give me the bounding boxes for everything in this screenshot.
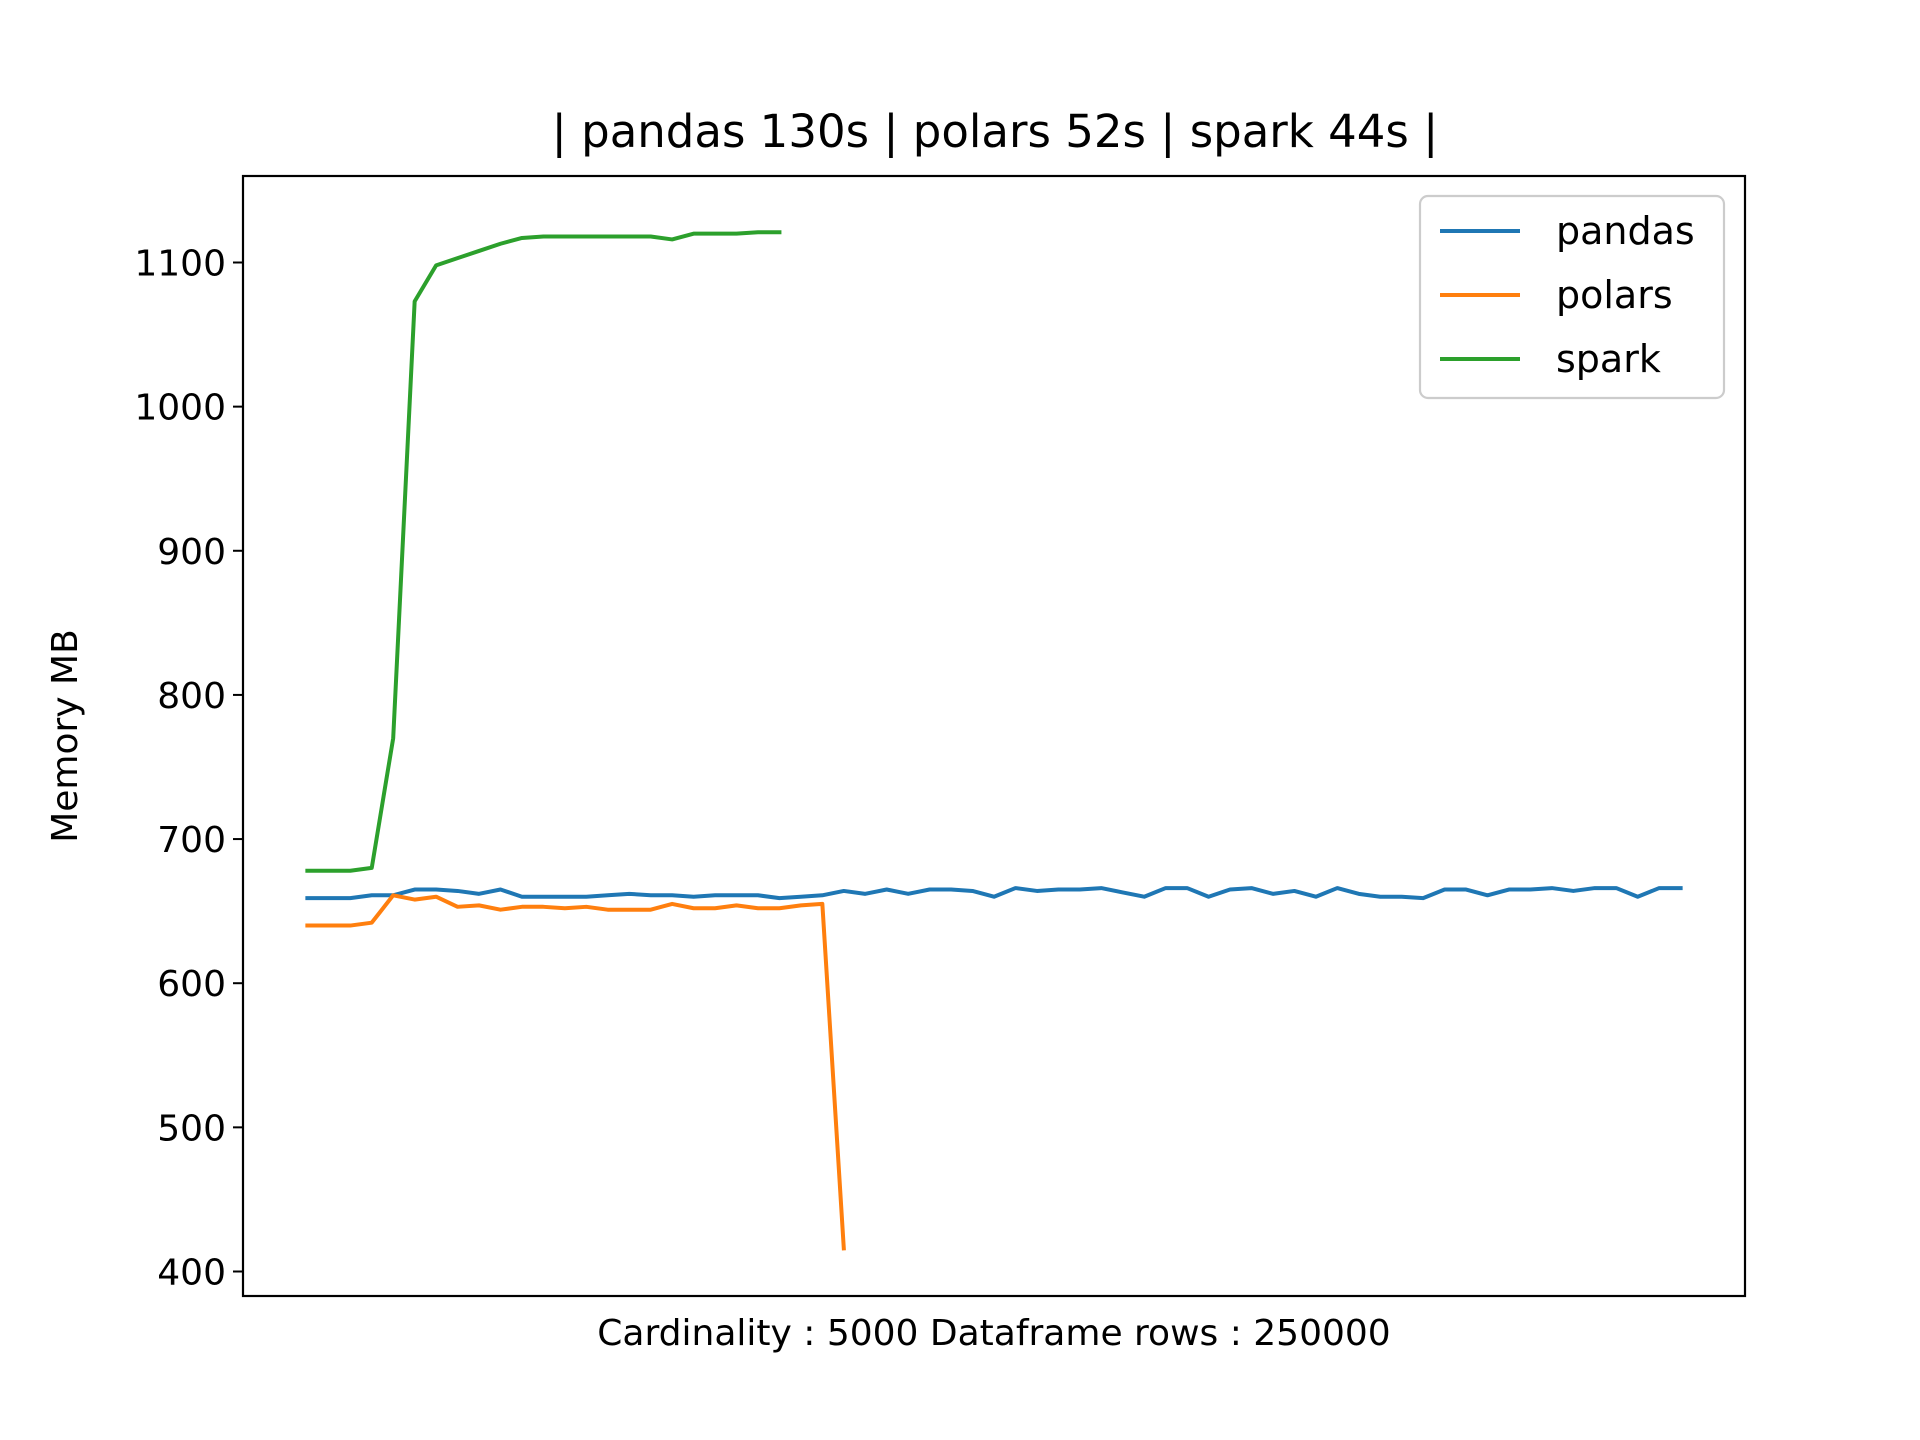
y-axis: 400 500 600 700 800 900 1000 1100 (134, 243, 243, 1293)
legend-label-spark: spark (1556, 337, 1661, 381)
series-line-spark (305, 230, 782, 873)
y-tick-label: 1000 (134, 388, 226, 429)
plot-lines (305, 230, 1683, 1251)
series-line-polars (305, 893, 846, 1251)
chart-title: | pandas 130s | polars 52s | spark 44s | (552, 105, 1439, 158)
y-tick-label: 600 (157, 964, 226, 1005)
y-tick-label: 700 (157, 820, 226, 861)
y-tick-label: 800 (157, 676, 226, 717)
y-tick-label: 1100 (134, 243, 226, 284)
legend-label-pandas: pandas (1556, 209, 1695, 253)
series-line-pandas (305, 886, 1683, 901)
plot-frame (241, 174, 1747, 1298)
legend-label-polars: polars (1556, 273, 1673, 317)
y-axis-label: Memory MB (45, 629, 86, 843)
y-tick-label: 400 (157, 1252, 226, 1293)
y-tick-label: 900 (157, 532, 226, 573)
x-axis-label: Cardinality : 5000 Dataframe rows : 2500… (597, 1313, 1390, 1354)
legend: pandas polars spark (1418, 194, 1726, 400)
y-tick-label: 500 (157, 1108, 226, 1149)
legend-box (1418, 194, 1726, 400)
